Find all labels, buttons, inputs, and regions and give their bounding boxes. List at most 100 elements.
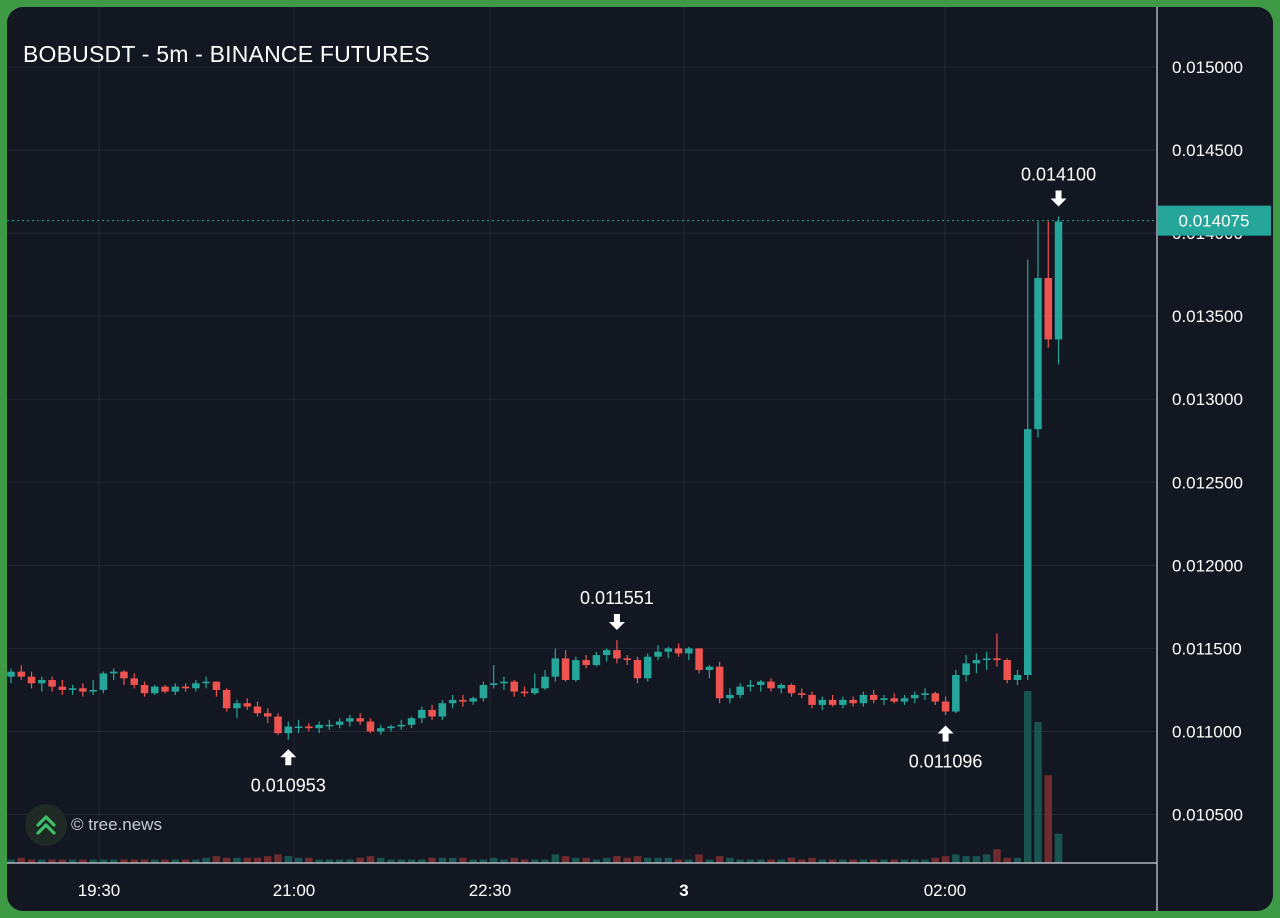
volume-bar	[572, 857, 580, 863]
candle	[869, 694, 878, 700]
chart-frame: 0.010500 0.011000 0.011500 0.012000 0.012500…	[7, 7, 1273, 911]
candle	[798, 693, 806, 695]
volume-bar	[880, 859, 888, 863]
candle	[900, 698, 909, 702]
time-tick-label: 22:30	[469, 881, 512, 900]
candle	[99, 673, 108, 690]
candle	[941, 701, 950, 712]
low-annotation-label: 0.011096	[909, 752, 983, 772]
candle	[48, 679, 56, 687]
candle	[500, 681, 508, 684]
high-annotation-label: 0.014100	[1021, 165, 1096, 185]
candle	[1003, 660, 1011, 680]
candlestick-chart[interactable]: 0.010500 0.011000 0.011500 0.012000 0.012500…	[7, 7, 1273, 911]
volume-bar	[346, 859, 354, 863]
candle	[818, 699, 827, 705]
candle	[58, 686, 67, 690]
candle	[931, 693, 940, 702]
candle	[428, 709, 436, 717]
candle	[520, 691, 529, 694]
candle	[264, 713, 272, 717]
candle	[1023, 429, 1032, 675]
candle	[736, 686, 744, 695]
price-tick-label: 0.012500	[1172, 473, 1243, 492]
down-arrow-icon	[1050, 190, 1067, 207]
candle	[674, 648, 683, 654]
candle	[962, 663, 970, 675]
last-price-label: 0.014075	[1179, 212, 1250, 231]
volume-bar	[479, 859, 488, 863]
candle	[695, 648, 703, 671]
volume-bar	[459, 857, 467, 863]
volume-bar	[448, 857, 457, 863]
volume-bar	[192, 859, 200, 863]
volume-bar	[17, 857, 26, 863]
candle	[787, 684, 796, 694]
volume-bar	[109, 859, 118, 863]
volume-bar	[1023, 691, 1032, 863]
volume-bar	[222, 857, 231, 863]
volume-bar	[1054, 833, 1063, 863]
volume-bar	[962, 856, 970, 863]
volume-bar	[130, 859, 138, 863]
candle	[212, 681, 221, 690]
candle	[438, 703, 447, 717]
candle	[448, 699, 457, 704]
volume-bar	[869, 859, 878, 863]
volume-bar	[520, 859, 529, 863]
volume-bar	[264, 856, 272, 863]
candle	[7, 671, 15, 677]
candle	[130, 678, 138, 685]
price-tick-label: 0.013000	[1172, 390, 1243, 409]
price-tick-label: 0.015000	[1172, 58, 1243, 77]
candle	[839, 699, 847, 705]
volume-bar	[921, 859, 929, 863]
volume-bar	[38, 859, 46, 863]
candle	[305, 726, 313, 729]
volume-bar	[1003, 857, 1011, 863]
candle	[89, 689, 97, 692]
volume-bar	[531, 859, 539, 863]
volume-bar	[808, 857, 816, 863]
volume-bar	[931, 857, 940, 863]
volume-bar	[315, 859, 323, 863]
volume-bar	[202, 857, 210, 863]
volume-bar	[941, 856, 950, 863]
volume-bar	[469, 859, 477, 863]
candle	[654, 651, 662, 657]
volume-bar	[212, 856, 221, 863]
volume-bar	[27, 859, 36, 863]
candle	[346, 718, 354, 722]
volume-bar	[274, 854, 282, 863]
candle	[418, 709, 426, 719]
volume-bar	[151, 859, 159, 863]
down-arrow-icon	[608, 613, 625, 630]
candle	[479, 684, 488, 699]
volume-bar	[325, 859, 334, 863]
candle	[68, 688, 77, 690]
candle	[17, 671, 26, 677]
volume-bar	[726, 857, 734, 863]
up-arrow-icon	[280, 749, 297, 766]
candle	[376, 728, 385, 732]
candle	[27, 676, 36, 684]
volume-bar	[428, 857, 436, 863]
volume-bar	[1044, 775, 1053, 863]
candle	[726, 694, 734, 699]
candle	[510, 681, 518, 692]
volume-bar	[253, 857, 262, 863]
volume-bar	[685, 859, 693, 863]
volume-bar	[767, 859, 775, 863]
candle	[397, 724, 406, 727]
candle	[274, 716, 282, 734]
candle	[1034, 277, 1042, 430]
candle	[233, 703, 241, 709]
volume-bar	[818, 859, 827, 863]
candle	[335, 721, 344, 725]
candle	[325, 724, 334, 727]
volume-bar	[387, 859, 395, 863]
time-tick-label: 19:30	[78, 881, 121, 900]
volume-bar	[366, 856, 375, 863]
candle	[551, 658, 560, 677]
volume-bar	[120, 859, 128, 863]
